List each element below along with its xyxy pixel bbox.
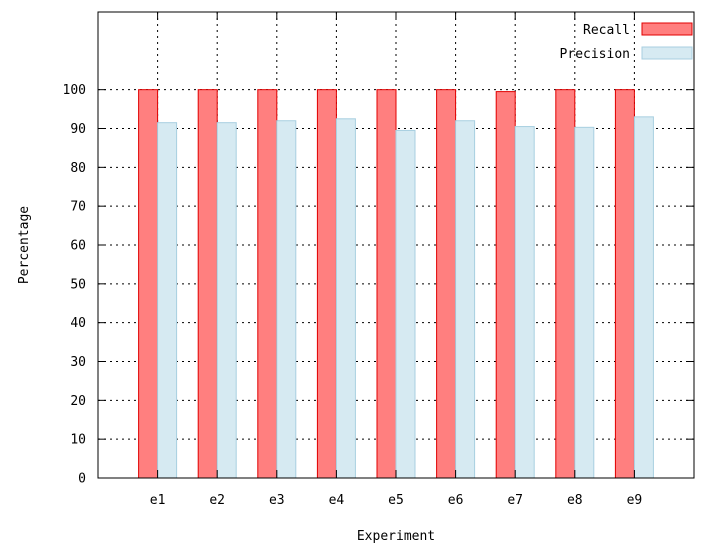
y-tick-label: 20 [70,394,86,409]
axis-ticks [98,12,694,479]
x-tick-label-e8: e8 [567,493,583,508]
y-tick-label: 70 [70,200,86,215]
y-axis-label: Percentage [17,206,32,284]
bar-precision-e1 [157,122,178,479]
y-tick-label: 0 [78,472,86,487]
legend: Recall Precision [560,22,693,62]
bar-precision-e8 [574,126,595,479]
legend-label-recall: Recall [583,23,630,38]
bar-recall-e6 [436,89,457,479]
y-tick-label: 50 [70,277,86,292]
legend-swatch-precision [641,46,693,60]
x-tick-label-e5: e5 [388,493,404,508]
y-tick-label: 10 [70,433,86,448]
y-tick-label: 80 [70,161,86,176]
x-tick-label-e1: e1 [150,493,166,508]
x-tick-label-e7: e7 [507,493,523,508]
bar-precision-e4 [335,118,356,479]
legend-swatch-recall [641,22,693,36]
y-tick-label: 100 [63,83,86,98]
legend-label-precision: Precision [560,47,630,62]
bar-recall-e2 [197,89,218,479]
y-tick-label: 30 [70,355,86,370]
x-axis-label: Experiment [357,529,435,544]
bar-recall-e7 [495,91,516,479]
bar-recall-e8 [555,89,576,479]
bars [138,89,654,479]
y-tick-label: 90 [70,122,86,137]
x-tick-label-e4: e4 [329,493,345,508]
bar-recall-e5 [376,89,397,479]
bar-precision-e9 [633,116,654,479]
bar-precision-e2 [216,122,237,479]
bar-precision-e3 [276,120,297,479]
x-tick-label-e6: e6 [448,493,464,508]
bar-recall-e3 [257,89,278,479]
y-tick-label: 40 [70,316,86,331]
bar-precision-e6 [455,120,476,479]
bar-recall-e4 [316,89,337,479]
x-tick-label-e3: e3 [269,493,285,508]
bar-recall-e9 [614,89,635,479]
x-tick-label-e9: e9 [627,493,643,508]
bar-precision-e5 [395,129,416,479]
bar-recall-e1 [138,89,159,479]
x-tick-label-e2: e2 [209,493,225,508]
bar-precision-e7 [514,126,535,479]
y-tick-label: 60 [70,239,86,254]
tick-labels: 0 10 20 30 40 50 60 70 80 90 100 e1 e2 e3 e4 e5 e6 e7 e8 e9 [63,83,643,508]
